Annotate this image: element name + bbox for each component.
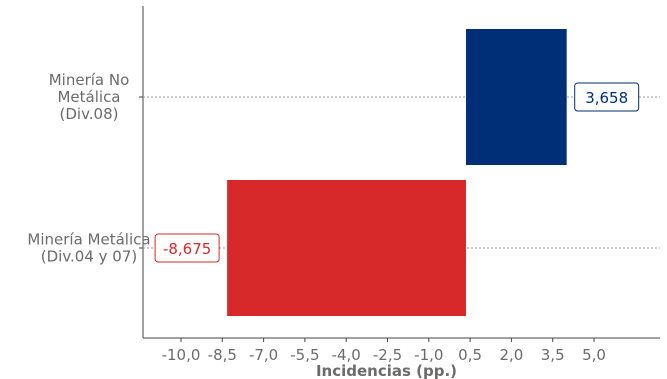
x-tick-label: 0,5 bbox=[458, 346, 482, 364]
data-label-box bbox=[574, 82, 640, 112]
axes bbox=[142, 6, 660, 339]
x-tick-label: -8,5 bbox=[208, 346, 237, 364]
bars bbox=[227, 29, 567, 316]
data-label: 3,658 bbox=[574, 82, 640, 112]
data-label-text: -8,675 bbox=[163, 240, 211, 258]
category-label: Minería No bbox=[49, 71, 130, 89]
x-axis-title: Incidencias (pp.) bbox=[316, 362, 457, 379]
x-tick-label: -4,0 bbox=[332, 346, 361, 364]
data-labels: 3,658 -8,675 bbox=[154, 82, 640, 263]
x-tick-label: -1,0 bbox=[414, 346, 443, 364]
x-tick-label: -5,5 bbox=[290, 346, 319, 364]
category-label: Minería Metálica bbox=[27, 231, 150, 249]
bar bbox=[465, 29, 567, 165]
data-label: -8,675 bbox=[154, 233, 220, 263]
category-label: Metálica bbox=[57, 88, 120, 106]
category-gridlines bbox=[139, 96, 660, 249]
x-tick-label: 5,0 bbox=[582, 346, 606, 364]
category-label: (Div.08) bbox=[60, 105, 119, 123]
x-tick-label: 3,5 bbox=[541, 346, 565, 364]
x-tick-label: -10,0 bbox=[162, 346, 201, 364]
category-label: (Div.04 y 07) bbox=[41, 248, 138, 266]
x-ticks: -10,0 -8,5 -7,0 -5,5 -4,0 -2,5 -1,0 0,5 2,0 3,5 5,… bbox=[162, 338, 606, 364]
x-tick-label: -2,5 bbox=[373, 346, 402, 364]
bar bbox=[227, 180, 466, 316]
data-label-text: 3,658 bbox=[585, 89, 628, 107]
data-label-box bbox=[154, 233, 220, 263]
x-tick-label: -7,0 bbox=[249, 346, 278, 364]
x-tick-label: 2,0 bbox=[499, 346, 523, 364]
